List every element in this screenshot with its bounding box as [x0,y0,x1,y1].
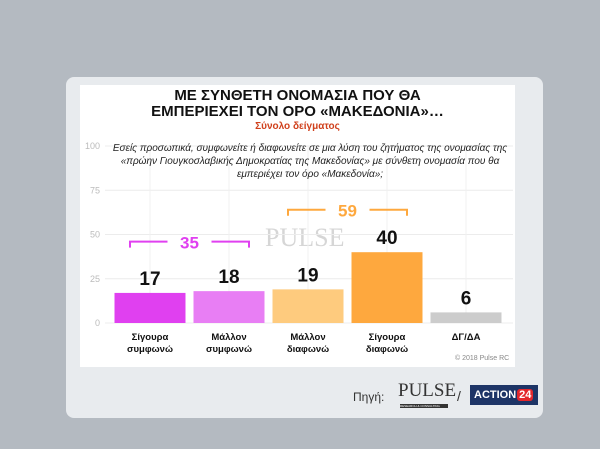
pulse-logo: PULSE [398,380,457,401]
group-bracket [129,240,250,248]
y-tick-label: 25 [90,274,100,284]
action24-logo: ACTION 24 [470,385,538,405]
x-tick-label: διαφωνώ [366,344,408,355]
data-label: 18 [218,267,239,288]
data-label: 17 [139,269,160,290]
bar [114,292,186,323]
bar [430,312,502,323]
x-tick-label: διαφωνώ [287,344,329,355]
group-total-label: 59 [338,202,357,221]
pulse-watermark: PULSE [265,223,345,252]
data-label: 40 [376,228,397,249]
x-tick-label: συμφωνώ [127,344,173,355]
action-logo-text: ACTION [474,389,517,401]
y-tick-label: 100 [85,141,100,151]
survey-question: Εσείς προσωπικά, συμφωνείτε ή διαφωνείτε… [112,143,508,180]
data-label: 19 [297,265,318,286]
x-tick-label: συμφωνώ [206,344,252,355]
bar [351,252,423,323]
copyright-credit: © 2018 Pulse RC [455,355,510,362]
y-tick-label: 50 [90,230,100,240]
x-tick-label: Σίγουρα [369,332,406,343]
source-label: Πηγή: [353,390,385,404]
action-logo-number: 24 [517,389,534,401]
chart-subtitle: Σύνολο δείγματος [255,121,340,132]
x-tick-label: Σίγουρα [132,332,169,343]
x-tick-label: Μάλλον [211,332,246,343]
title-line-1: ΜΕ ΣΥΝΘΕΤΗ ΟΝΟΜΑΣΙΑ ΠΟΥ ΘΑ [174,87,421,104]
data-label: 6 [461,288,472,309]
title-line-2: ΕΜΠΕΡΙΕΧΕΙ ΤΟΝ ΟΡΟ «ΜΑΚΕΔΟΝΙΑ»… [151,103,444,120]
pulse-logo-sub: RESEARCH & CONSULTING [400,404,448,408]
bar [193,291,265,323]
y-tick-label: 75 [90,185,100,195]
slash-separator: / [457,388,461,404]
bar [272,289,344,323]
y-tick-label: 0 [95,318,100,328]
x-tick-label: ΔΓ/ΔΑ [452,332,481,343]
group-bracket [287,208,408,216]
group-total-label: 35 [180,234,199,253]
x-tick-label: Μάλλον [290,332,325,343]
chart-title: ΜΕ ΣΥΝΘΕΤΗ ΟΝΟΜΑΣΙΑ ΠΟΥ ΘΑ ΕΜΠΕΡΙΕΧΕΙ ΤΟΝ… [80,88,515,120]
